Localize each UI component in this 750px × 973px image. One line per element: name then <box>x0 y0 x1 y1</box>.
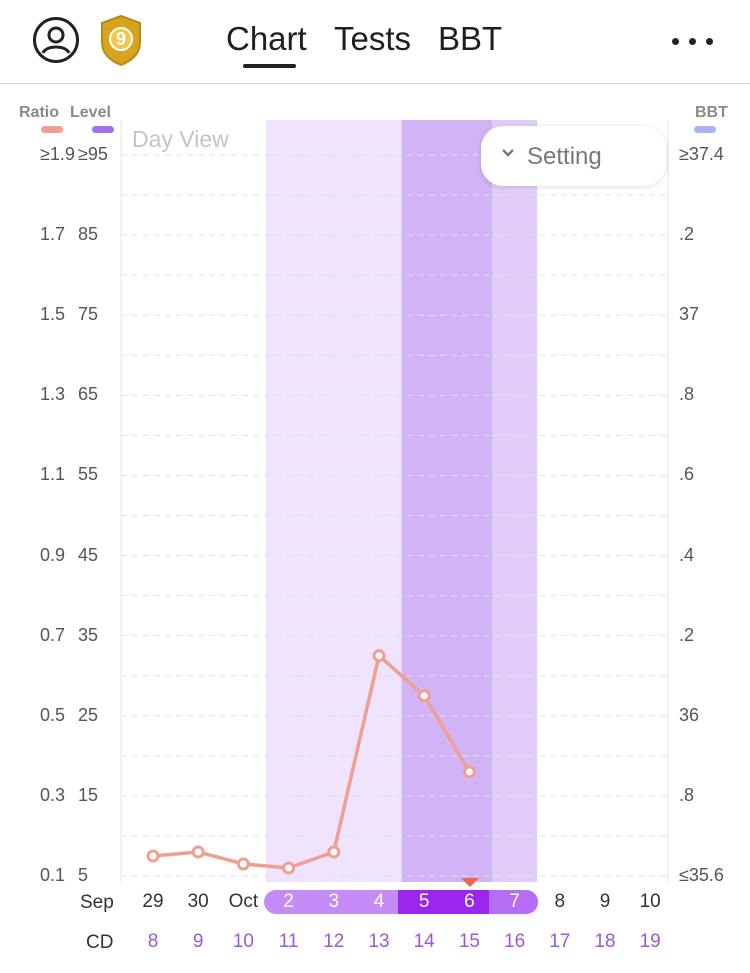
cycle-day-cell: 12 <box>323 931 345 952</box>
level-tick-label: 85 <box>78 224 99 245</box>
ratio-tick-label: ≥1.9 <box>40 144 75 164</box>
ratio-tick-label: 0.9 <box>40 544 66 565</box>
cycle-day-cell: 17 <box>549 931 571 952</box>
date-cell[interactable]: 30 <box>187 891 209 912</box>
legend-level-swatch <box>92 126 114 133</box>
cycle-day-cell: 13 <box>368 931 390 952</box>
legend-bbt-label: BBT <box>695 104 728 121</box>
setting-button[interactable]: Setting <box>481 126 666 186</box>
cycle-day-cell: 9 <box>192 931 204 952</box>
date-cell[interactable]: Oct <box>228 891 259 912</box>
bbt-tick-label: ≤35.6 <box>679 865 724 885</box>
highlight-band-1 <box>401 120 492 882</box>
date-cell[interactable]: 3 <box>328 891 340 912</box>
level-tick-label: 25 <box>78 704 99 725</box>
bbt-tick-label: .4 <box>679 544 695 565</box>
date-cell[interactable]: 5 <box>418 891 430 912</box>
shield-badge-icon[interactable]: 9 <box>99 14 143 67</box>
more-dots-icon[interactable] <box>672 38 714 46</box>
bbt-tick-label: .2 <box>679 224 695 245</box>
ratio-tick-label: 1.7 <box>40 224 66 245</box>
tab-bbt[interactable]: BBT <box>438 20 503 57</box>
bbt-tick-label: 37 <box>679 304 700 325</box>
cycle-day-cell: 19 <box>639 931 661 952</box>
ratio-data-point <box>417 689 431 703</box>
peak-window-pill <box>398 890 489 914</box>
cycle-day-cell: 14 <box>413 931 435 952</box>
tab-tests[interactable]: Tests <box>334 20 412 57</box>
month-label: Sep <box>80 892 114 913</box>
highlight-band-2 <box>492 120 538 882</box>
level-tick-label: 65 <box>78 384 99 405</box>
ratio-data-point <box>327 845 341 859</box>
date-cell[interactable]: 6 <box>464 891 475 912</box>
legend-ratio-swatch <box>41 126 63 133</box>
ratio-tick-label: 0.3 <box>40 784 66 805</box>
date-cell[interactable]: 29 <box>142 891 164 912</box>
cycle-day-cell: 18 <box>594 931 616 952</box>
cycle-day-cell: 15 <box>458 931 480 952</box>
legend-ratio-label: Ratio <box>19 104 59 121</box>
level-tick-label: 55 <box>78 464 99 485</box>
bbt-tick-label: .8 <box>679 384 695 405</box>
cycle-day-cell: 16 <box>504 931 526 952</box>
bbt-tick-label: ≥37.4 <box>679 144 724 164</box>
ratio-tick-label: 1.1 <box>40 464 66 485</box>
day-view-label: Day View <box>132 126 229 152</box>
ratio-tick-label: 1.5 <box>40 304 66 325</box>
bbt-tick-label: .2 <box>679 624 695 645</box>
level-tick-label: 75 <box>78 304 99 325</box>
cycle-day-cell: 8 <box>147 931 159 952</box>
level-tick-label: 15 <box>78 784 99 805</box>
ratio-data-point <box>282 861 296 875</box>
cycle-day-row-label: CD <box>86 932 114 953</box>
date-cell[interactable]: 10 <box>639 891 661 912</box>
ratio-data-point <box>146 849 160 863</box>
today-marker-icon <box>461 878 479 887</box>
bbt-tick-label: 36 <box>679 704 700 725</box>
legend-bbt-swatch <box>694 126 716 133</box>
ratio-tick-label: 0.7 <box>40 624 66 645</box>
ratio-data-point <box>191 845 205 859</box>
ratio-tick-label: 1.3 <box>40 384 66 405</box>
tab-chart[interactable]: Chart <box>226 20 307 57</box>
highlight-band-0 <box>266 120 402 882</box>
user-avatar-icon[interactable] <box>33 17 79 63</box>
ratio-tick-label: 0.5 <box>40 704 66 725</box>
level-tick-label: 45 <box>78 544 99 565</box>
post-peak-pill <box>489 890 538 914</box>
top-bar: 9 Chart Tests BBT <box>0 0 750 84</box>
legend-level-label: Level <box>70 104 111 121</box>
cycle-day-cell: 10 <box>232 931 254 952</box>
badge-number: 9 <box>115 29 126 49</box>
date-cell[interactable]: 9 <box>599 891 611 912</box>
date-cell[interactable]: 8 <box>554 891 566 912</box>
ratio-data-point <box>462 765 476 779</box>
cycle-day-cell: 11 <box>278 931 299 952</box>
level-tick-label: 35 <box>78 624 99 645</box>
ratio-data-point <box>236 857 250 871</box>
ratio-series-line <box>152 653 471 870</box>
ratio-data-point <box>372 649 386 663</box>
level-tick-label: ≥95 <box>78 144 108 164</box>
ratio-tick-label: 0.1 <box>40 865 66 885</box>
bbt-tick-label: .8 <box>679 784 695 805</box>
date-cell[interactable]: 2 <box>283 891 294 912</box>
level-tick-label: 5 <box>78 865 89 885</box>
date-cell[interactable]: 4 <box>373 891 385 912</box>
bbt-tick-label: .6 <box>679 464 695 485</box>
date-cell[interactable]: 7 <box>509 891 520 912</box>
chevron-down-icon <box>502 149 514 157</box>
active-tab-indicator <box>243 64 296 68</box>
setting-label: Setting <box>527 143 602 170</box>
